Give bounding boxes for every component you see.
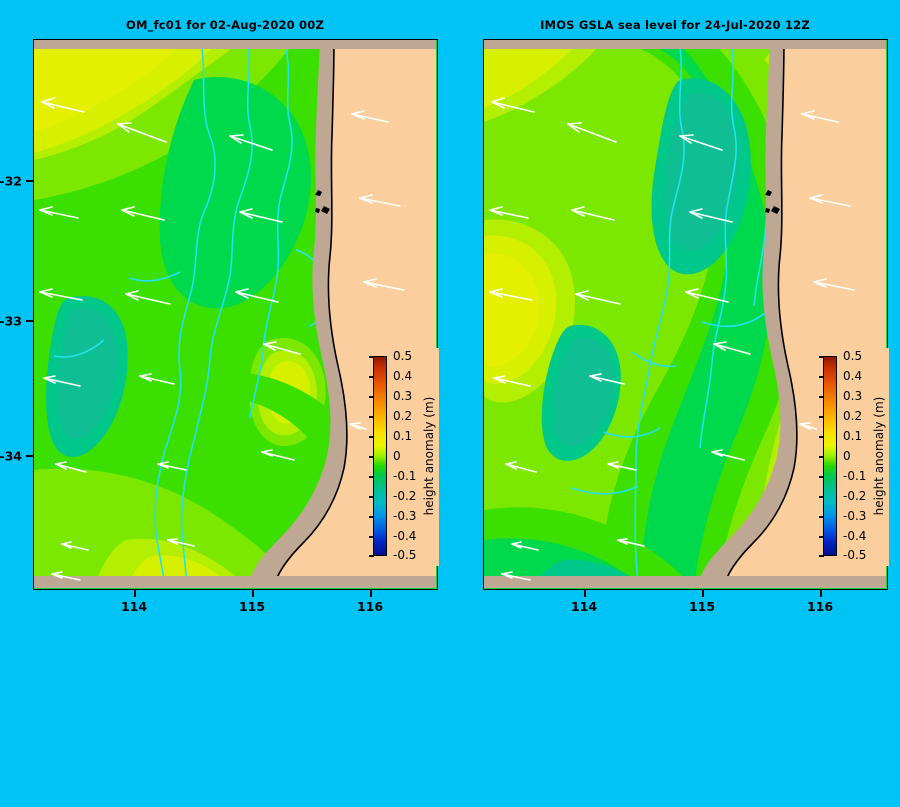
current-vector (489, 206, 529, 219)
y-tick-label: -33 (0, 313, 22, 329)
current-vector (261, 449, 295, 461)
current-vector (263, 341, 301, 355)
colorbar-tick-label: 0 (393, 449, 401, 463)
map-plot-left[interactable] (33, 39, 438, 590)
y-tick-mark (26, 320, 33, 322)
current-vector (511, 541, 539, 551)
x-tick-mark (370, 590, 372, 597)
x-tick-label: 114 (570, 599, 598, 614)
current-vector (39, 288, 83, 301)
current-vector (61, 541, 89, 551)
colorbar-tick-label: 0.4 (843, 369, 863, 383)
x-tick-label: 116 (806, 599, 834, 614)
colorbar-tick-label: -0.3 (843, 509, 867, 523)
current-vector (617, 538, 645, 547)
current-vector (809, 194, 851, 207)
x-tick-mark (820, 590, 822, 597)
current-vector (505, 461, 537, 473)
colorbar-tick-label: 0.1 (843, 429, 863, 443)
x-tick-label: 116 (356, 599, 384, 614)
colorbar-tick-label: 0.3 (843, 389, 863, 403)
current-vector (363, 278, 405, 291)
colorbar-tick-label: -0.4 (393, 529, 417, 543)
current-vector (235, 288, 279, 303)
current-vector (139, 373, 175, 385)
current-vector (711, 449, 745, 461)
current-vector (493, 375, 531, 387)
colorbar-tick-label: -0.5 (393, 548, 417, 562)
colorbar-tick-label: 0.1 (393, 429, 413, 443)
current-vector (43, 375, 81, 387)
x-tick-label: 114 (120, 599, 148, 614)
colorbar-axis-title: height anomaly (m) (872, 396, 886, 516)
current-vector (813, 278, 855, 291)
current-vector (689, 208, 733, 223)
x-tick-mark (584, 590, 586, 597)
current-vector (607, 461, 637, 471)
colorbar-gradient (823, 356, 837, 556)
colorbar-tick-label: 0.3 (393, 389, 413, 403)
colorbar-tick-label: 0.5 (843, 349, 863, 363)
x-tick-mark (702, 590, 704, 597)
current-vector (55, 461, 87, 473)
current-vector (157, 461, 187, 471)
current-vector (121, 206, 165, 221)
current-vector (589, 373, 625, 385)
colorbar-tick-label: -0.2 (843, 489, 867, 503)
current-vector (489, 288, 533, 301)
x-tick-mark (134, 590, 136, 597)
map-canvas-left (34, 40, 436, 588)
colorbar-tick-label: -0.1 (393, 469, 417, 483)
colorbar-axis-title: height anomaly (m) (422, 396, 436, 516)
colorbar-tick-label: -0.4 (843, 529, 867, 543)
current-vector (575, 290, 621, 305)
current-vector (567, 122, 617, 143)
current-vector (167, 538, 195, 547)
current-vector (713, 341, 751, 355)
colorbar-gradient (373, 356, 387, 556)
y-tick-label: -34 (0, 448, 22, 464)
x-tick-label: 115 (238, 599, 266, 614)
colorbar-tick-label: -0.3 (393, 509, 417, 523)
panel-forecast: OM_fc01 for 02-Aug-2020 00Z (0, 0, 450, 630)
colorbar-tick-label: -0.2 (393, 489, 417, 503)
current-vector (39, 206, 79, 219)
colorbar-tick-label: 0 (843, 449, 851, 463)
x-tick-label: 115 (688, 599, 716, 614)
y-tick-mark (26, 455, 33, 457)
current-vector (125, 290, 171, 305)
panel-title-right: IMOS GSLA sea level for 24-Jul-2020 12Z (540, 18, 810, 32)
current-vector (359, 194, 401, 207)
current-vector (491, 97, 535, 113)
current-vector (351, 110, 389, 123)
current-vector (571, 206, 615, 221)
current-vector (679, 134, 723, 151)
x-tick-mark (252, 590, 254, 597)
current-vector (239, 208, 283, 223)
current-vector (51, 571, 81, 581)
colorbar-tick-label: 0.2 (393, 409, 413, 423)
current-vector (41, 97, 85, 113)
y-tick-mark (26, 180, 33, 182)
panel-observation: IMOS GSLA sea level for 24-Jul-2020 12Z (450, 0, 900, 630)
current-vector (501, 571, 531, 581)
colorbar-tick-label: 0.5 (393, 349, 413, 363)
y-tick-label: -32 (0, 173, 22, 189)
colorbar-tick-label: 0.2 (843, 409, 863, 423)
current-vector (229, 134, 273, 151)
current-vector (685, 288, 729, 303)
panel-title-left: OM_fc01 for 02-Aug-2020 00Z (126, 18, 324, 32)
colorbar-tick-label: -0.5 (843, 548, 867, 562)
colorbar-tick-label: -0.1 (843, 469, 867, 483)
colorbar-tick-label: 0.4 (393, 369, 413, 383)
current-vector (117, 122, 167, 143)
current-vector (801, 110, 839, 123)
